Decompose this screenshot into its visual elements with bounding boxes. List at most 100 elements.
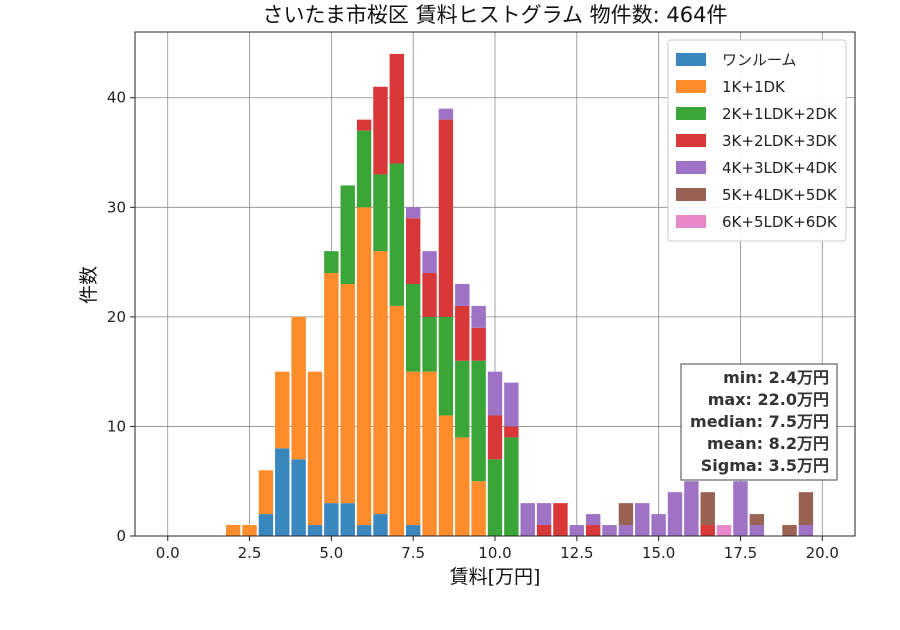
bar-segment	[700, 492, 715, 526]
bar-segment	[242, 525, 257, 536]
bar-segment	[471, 327, 486, 361]
y-tick-label: 0	[116, 527, 126, 545]
bar-segment	[373, 251, 388, 515]
bar-segment	[798, 525, 814, 536]
x-axis-label: 賃料[万円]	[450, 566, 541, 588]
legend-frame	[667, 39, 847, 242]
stats-median: median: 7.5万円	[690, 412, 829, 431]
legend-swatch	[676, 107, 706, 120]
stats-sigma: Sigma: 3.5万円	[701, 456, 829, 475]
bar-segment	[471, 360, 486, 482]
bar-segment	[504, 426, 519, 438]
bar-segment	[487, 459, 503, 536]
bar-segment	[275, 448, 290, 536]
bar-segment	[356, 130, 372, 208]
bar-segment	[340, 284, 355, 504]
bar-segment	[291, 316, 306, 460]
stats-box: min: 2.4万円 max: 22.0万円 median: 7.5万円 mea…	[680, 363, 838, 481]
legend: ワンルーム 1K+1DK 2K+1LDK+2DK 3K+2LDK+3DK 4K+3LDK…	[667, 39, 847, 242]
bar-segment	[438, 316, 454, 416]
bar-segment	[258, 514, 274, 536]
bar-segment	[618, 525, 634, 536]
bar-segment	[438, 415, 454, 536]
x-tick-label: 12.5	[560, 544, 593, 562]
legend-entry: 4K+3LDK+4DK	[722, 159, 838, 177]
bar-segment	[536, 503, 552, 526]
bar-segment	[504, 382, 519, 427]
bar-segment	[471, 305, 486, 328]
x-tick-label: 7.5	[401, 544, 425, 562]
stats-max: max: 22.0万円	[708, 390, 829, 409]
bar-segment	[716, 525, 732, 536]
bar-segment	[487, 371, 503, 416]
bar-segment	[782, 525, 797, 536]
bar-segment	[487, 415, 503, 460]
legend-entry: 3K+2LDK+3DK	[722, 132, 838, 150]
legend-swatch	[676, 134, 706, 147]
bar-segment	[569, 525, 585, 536]
chart-title: さいたま市桜区 賃料ヒストグラム 物件数: 464件	[263, 3, 728, 27]
bar-segment	[455, 284, 470, 306]
bar-segment	[405, 371, 421, 526]
bar-segment	[405, 525, 421, 536]
stats-box-frame	[680, 363, 838, 481]
stats-min: min: 2.4万円	[723, 368, 829, 387]
bar-segment	[405, 218, 421, 284]
legend-swatch	[676, 53, 706, 66]
bar-segment	[585, 514, 601, 526]
x-tick-label: 20.0	[806, 544, 839, 562]
bar-segment	[373, 514, 388, 536]
legend-entry: 5K+4LDK+5DK	[722, 186, 838, 204]
bar-segment	[602, 525, 617, 536]
bar-segment	[798, 492, 814, 526]
bar-segment	[520, 503, 535, 536]
bar-segment	[422, 251, 437, 274]
bar-segment	[504, 437, 519, 536]
bar-segment	[373, 86, 388, 175]
bar-segment	[340, 503, 355, 536]
bar-segment	[389, 305, 405, 536]
bar-segment	[749, 525, 765, 536]
legend-swatch	[676, 188, 706, 201]
bars	[225, 53, 814, 536]
stats-mean: mean: 8.2万円	[707, 434, 829, 453]
legend-entry: ワンルーム	[722, 51, 797, 69]
legend-swatch	[676, 215, 706, 228]
bar-segment	[618, 503, 634, 526]
bar-segment	[422, 273, 437, 317]
bar-segment	[700, 525, 715, 536]
bar-segment	[356, 207, 372, 526]
bar-segment	[324, 251, 339, 274]
bar-segment	[389, 163, 405, 306]
bar-segment	[438, 108, 454, 120]
x-tick-label: 2.5	[238, 544, 262, 562]
bar-segment	[307, 525, 323, 536]
bar-segment	[225, 525, 241, 536]
legend-entry: 2K+1LDK+2DK	[722, 105, 838, 123]
bar-segment	[324, 273, 339, 504]
bar-segment	[405, 207, 421, 219]
bar-segment	[585, 525, 601, 536]
x-tick-label: 5.0	[319, 544, 343, 562]
bar-segment	[733, 481, 748, 536]
bar-segment	[455, 437, 470, 536]
bar-segment	[307, 371, 323, 526]
x-tick-label: 15.0	[642, 544, 675, 562]
bar-segment	[684, 481, 699, 536]
y-axis-ticks: 0 10 20 30 40	[107, 89, 135, 545]
bar-segment	[356, 119, 372, 131]
bar-segment	[340, 185, 355, 284]
x-axis-ticks: 0.0 2.5 5.0 7.5 10.0 12.5 15.0 17.5 20.0	[156, 536, 839, 562]
bar-segment	[291, 459, 306, 536]
x-tick-label: 17.5	[724, 544, 757, 562]
bar-segment	[635, 503, 650, 536]
y-tick-label: 40	[107, 89, 126, 107]
bar-segment	[389, 53, 405, 164]
y-tick-label: 30	[107, 198, 126, 216]
bar-segment	[373, 174, 388, 252]
bar-segment	[275, 371, 290, 449]
legend-entry: 6K+5LDK+6DK	[722, 213, 838, 231]
bar-segment	[651, 514, 666, 536]
x-tick-label: 10.0	[478, 544, 511, 562]
